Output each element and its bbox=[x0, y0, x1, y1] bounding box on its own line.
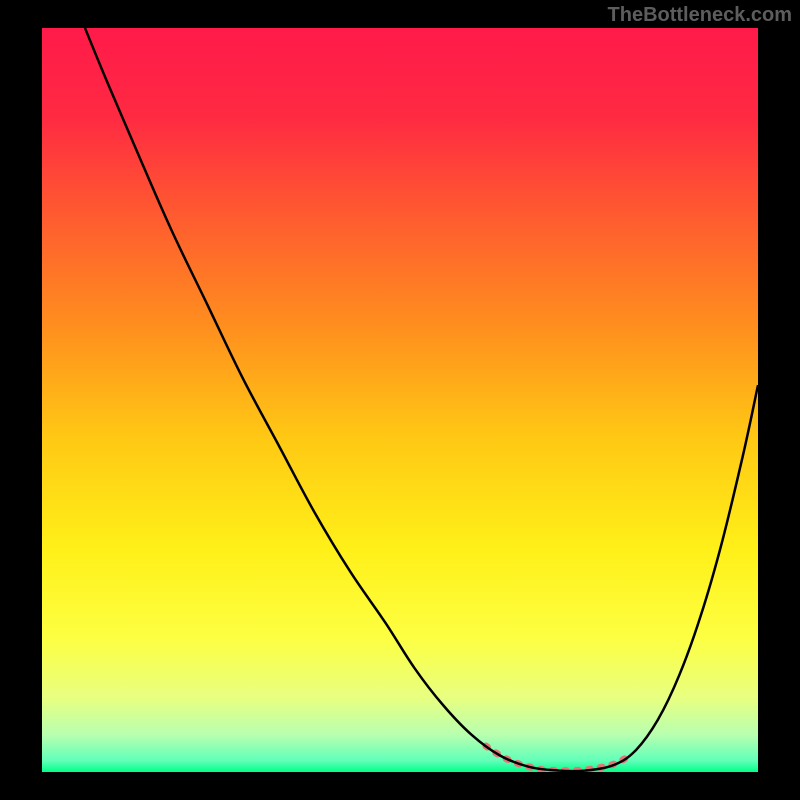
watermark-text: TheBottleneck.com bbox=[608, 4, 792, 27]
curve-layer bbox=[42, 28, 758, 772]
bottleneck-curve bbox=[85, 28, 758, 771]
plot-area bbox=[42, 28, 758, 772]
chart-container: TheBottleneck.com bbox=[0, 0, 800, 800]
